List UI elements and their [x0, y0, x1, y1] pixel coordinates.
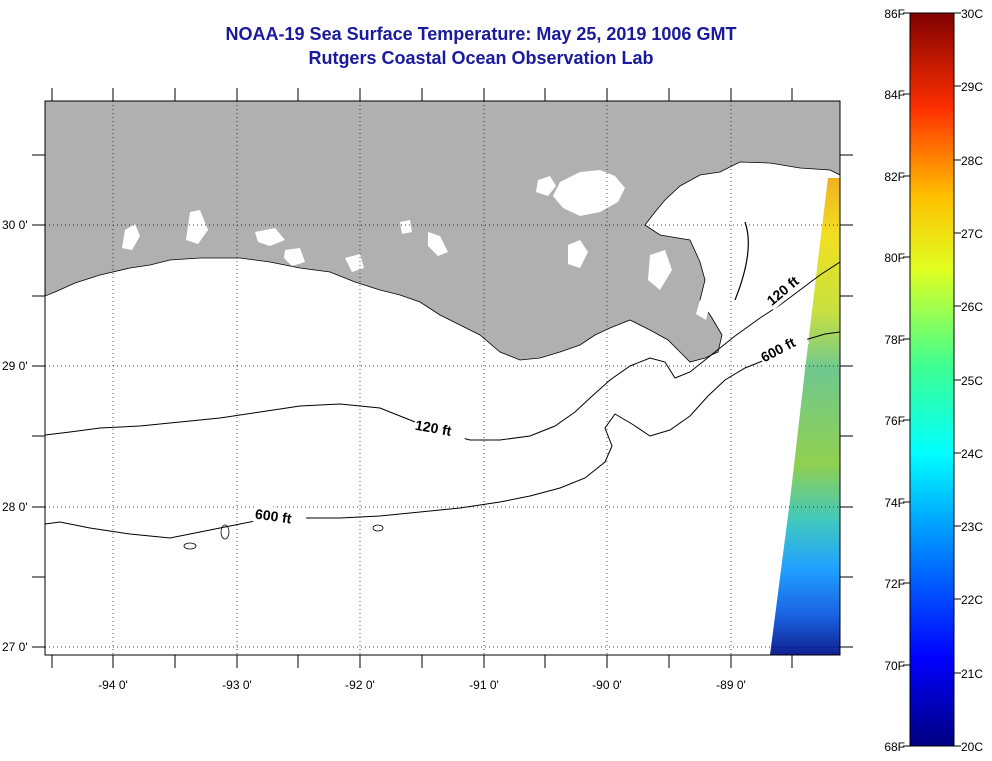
cbar-f-70: 70F [884, 659, 905, 673]
graticule [45, 101, 840, 655]
lake-borgne-marsh [648, 250, 672, 290]
lat-label-30: 30 0' [2, 218, 28, 232]
sst-colorbar [909, 12, 955, 747]
cbar-c-28: 28C [961, 154, 983, 168]
land-mass [45, 101, 840, 363]
chandeleur-sound [680, 200, 712, 230]
contour-600ft [45, 331, 840, 539]
lat-label-27: 27 0' [2, 640, 28, 654]
cbar-c-30: 30C [961, 7, 983, 21]
lon-label-90: -90 0' [592, 678, 622, 692]
cbar-c-20: 20C [961, 740, 983, 754]
contour-label-600ft-west: 600 ft [254, 506, 293, 527]
cbar-f-74: 74F [884, 496, 905, 510]
sst-swath [770, 178, 840, 655]
cbar-c-22: 22C [961, 593, 983, 607]
map-subtitle: Rutgers Coastal Ocean Observation Lab [308, 48, 654, 68]
lake-maurepas [536, 176, 556, 196]
lake-sabine [122, 224, 140, 250]
lon-label-94: -94 0' [98, 678, 128, 692]
lake-white [284, 248, 305, 266]
lat-label-28: 28 0' [2, 500, 28, 514]
cbar-c-23: 23C [961, 520, 983, 534]
cbar-f-82: 82F [884, 170, 905, 184]
seamount-3 [372, 524, 384, 532]
cbar-c-27: 27C [961, 227, 983, 241]
lake-grand [255, 228, 285, 246]
cbar-c-26: 26C [961, 300, 983, 314]
cbar-f-86: 86F [884, 7, 905, 21]
map-frame [44, 100, 841, 656]
lake-calcasieu [186, 210, 208, 244]
contour-120ft [45, 261, 840, 441]
map-title: NOAA-19 Sea Surface Temperature: May 25,… [225, 24, 737, 44]
cbar-f-84: 84F [884, 88, 905, 102]
cbar-f-78: 78F [884, 333, 905, 347]
seamount-2 [183, 542, 197, 550]
delta-bay [696, 300, 710, 320]
seamount-1 [220, 524, 230, 540]
lon-label-92: -92 0' [345, 678, 375, 692]
cbar-f-76: 76F [884, 414, 905, 428]
cbar-c-25: 25C [961, 374, 983, 388]
cbar-c-24: 24C [961, 447, 983, 461]
lon-label-91: -91 0' [469, 678, 499, 692]
lon-label-89: -89 0' [716, 678, 746, 692]
contour-label-120ft-central: 120 ft [414, 417, 453, 439]
lat-label-29: 29 0' [2, 359, 28, 373]
frame-ticks [32, 88, 853, 668]
cbar-f-80: 80F [884, 251, 905, 265]
cbar-c-29: 29C [961, 80, 983, 94]
cbar-f-72: 72F [884, 577, 905, 591]
lon-label-93: -93 0' [222, 678, 252, 692]
lake-salvador [568, 240, 588, 268]
cbar-f-68: 68F [884, 740, 905, 754]
lake-marsh-1 [345, 254, 364, 272]
chandeleur-islands [734, 221, 749, 301]
lake-marsh-2 [400, 220, 412, 234]
lake-marsh-3 [428, 232, 448, 256]
cbar-c-21: 21C [961, 667, 983, 681]
colorbar-ticks [903, 12, 961, 747]
